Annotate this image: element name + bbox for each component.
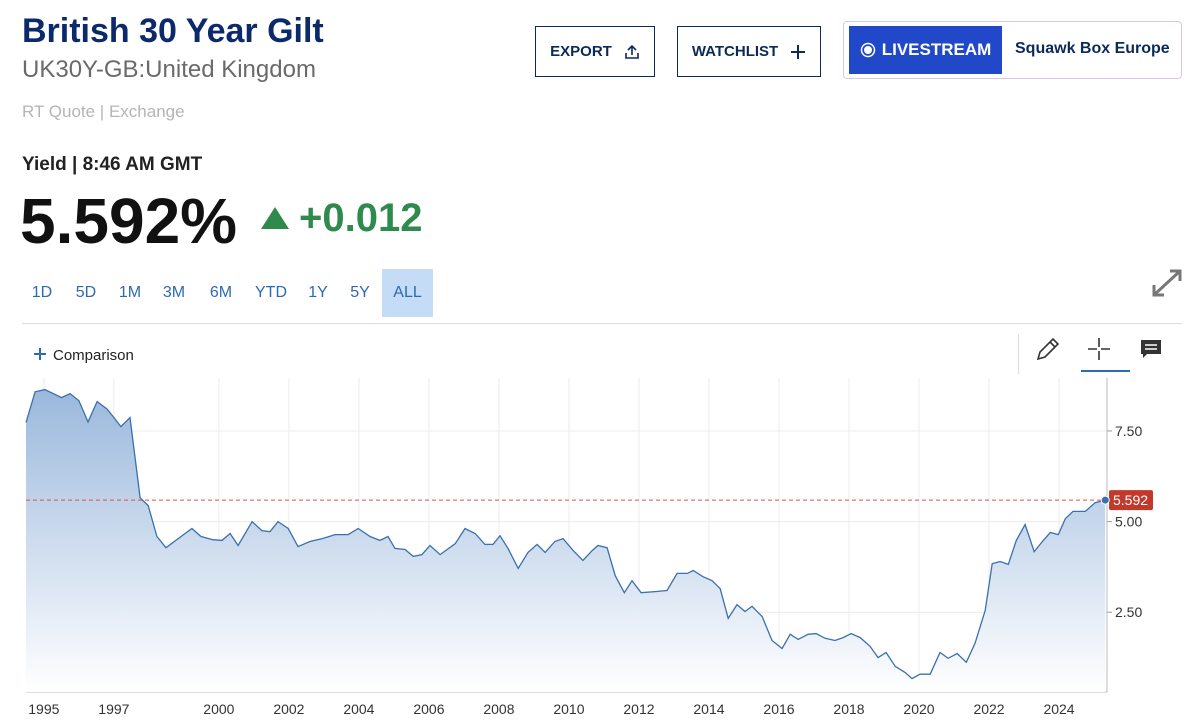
range-tab[interactable]: 1M bbox=[118, 284, 142, 301]
x-tick-label: 2006 bbox=[413, 701, 444, 717]
x-tick-label: 2016 bbox=[763, 701, 794, 717]
range-tab[interactable]: 6M bbox=[209, 284, 233, 301]
live-icon bbox=[860, 42, 875, 58]
up-arrow bbox=[261, 207, 289, 229]
x-tick-label: 2002 bbox=[273, 701, 304, 717]
expand-icon[interactable] bbox=[1150, 267, 1184, 299]
livestream-button[interactable]: LIVESTREAM bbox=[849, 26, 1002, 74]
tool-divider bbox=[1018, 334, 1019, 374]
x-tick-label: 2010 bbox=[553, 701, 584, 717]
watchlist-label: WATCHLIST bbox=[691, 43, 779, 60]
export-button[interactable]: EXPORT bbox=[535, 26, 655, 77]
x-tick-label: 2008 bbox=[483, 701, 514, 717]
y-tick-label: 2.50 bbox=[1115, 604, 1142, 620]
crosshair-tool[interactable] bbox=[1086, 336, 1112, 362]
price: 5.592% bbox=[20, 185, 238, 257]
divider bbox=[22, 323, 1182, 324]
livestream-label: LIVESTREAM bbox=[881, 40, 992, 59]
change: +0.012 bbox=[299, 196, 423, 240]
line bbox=[25, 388, 1106, 680]
range-tab[interactable]: 5D bbox=[75, 284, 97, 301]
comparison-button[interactable]: Comparison bbox=[53, 347, 134, 364]
last-value-label: 5.592 bbox=[1113, 492, 1148, 508]
draw-tool[interactable] bbox=[1035, 336, 1061, 362]
x-tick-label: 2020 bbox=[903, 701, 934, 717]
export-icon bbox=[625, 44, 639, 59]
export-label: EXPORT bbox=[550, 43, 612, 60]
y-tick-label: 5.00 bbox=[1115, 514, 1142, 530]
range-tab[interactable]: 1D bbox=[31, 284, 53, 301]
tool-active bbox=[1081, 370, 1130, 372]
range-tab[interactable]: 1Y bbox=[308, 284, 328, 301]
chart: 1995 1997 2000 2002 2004 2006 2008 2010 2012 2014… bbox=[25, 378, 1153, 717]
x-tick-label: 2000 bbox=[203, 701, 234, 717]
last-value-tag bbox=[1109, 490, 1153, 511]
x-tick-label: 2018 bbox=[833, 701, 864, 717]
note-tool[interactable] bbox=[1139, 338, 1163, 360]
comparison-plus bbox=[34, 348, 46, 360]
plus-icon bbox=[791, 44, 806, 59]
range-tab[interactable]: YTD bbox=[255, 284, 287, 301]
area-fill bbox=[26, 389, 1106, 692]
x-tick-label: 1997 bbox=[98, 701, 129, 717]
y-tick-label: 7.50 bbox=[1115, 423, 1142, 439]
x-tick-label: 2022 bbox=[973, 701, 1004, 717]
x-tick-label: 2004 bbox=[343, 701, 374, 717]
x-tick-label: 2024 bbox=[1043, 701, 1074, 717]
range-tab[interactable]: 5Y bbox=[350, 284, 370, 301]
symbol: UK30Y-GB:United Kingdom bbox=[22, 56, 316, 83]
quote-source: RT Quote | Exchange bbox=[22, 102, 185, 121]
range-tab[interactable]: 3M bbox=[162, 284, 186, 301]
range-tab[interactable]: ALL bbox=[382, 269, 433, 317]
last-point bbox=[1100, 495, 1110, 505]
x-tick-label: 1995 bbox=[28, 701, 59, 717]
title: British 30 Year Gilt bbox=[22, 12, 324, 50]
quote-label: Yield | 8:46 AM GMT bbox=[22, 154, 203, 175]
livestream-box[interactable]: LIVESTREAM Squawk Box Europe bbox=[843, 21, 1182, 79]
watchlist-button[interactable]: WATCHLIST bbox=[677, 26, 821, 77]
x-tick-label: 2014 bbox=[693, 701, 724, 717]
x-tick-label: 2012 bbox=[623, 701, 654, 717]
show-name[interactable]: Squawk Box Europe bbox=[1015, 40, 1170, 57]
